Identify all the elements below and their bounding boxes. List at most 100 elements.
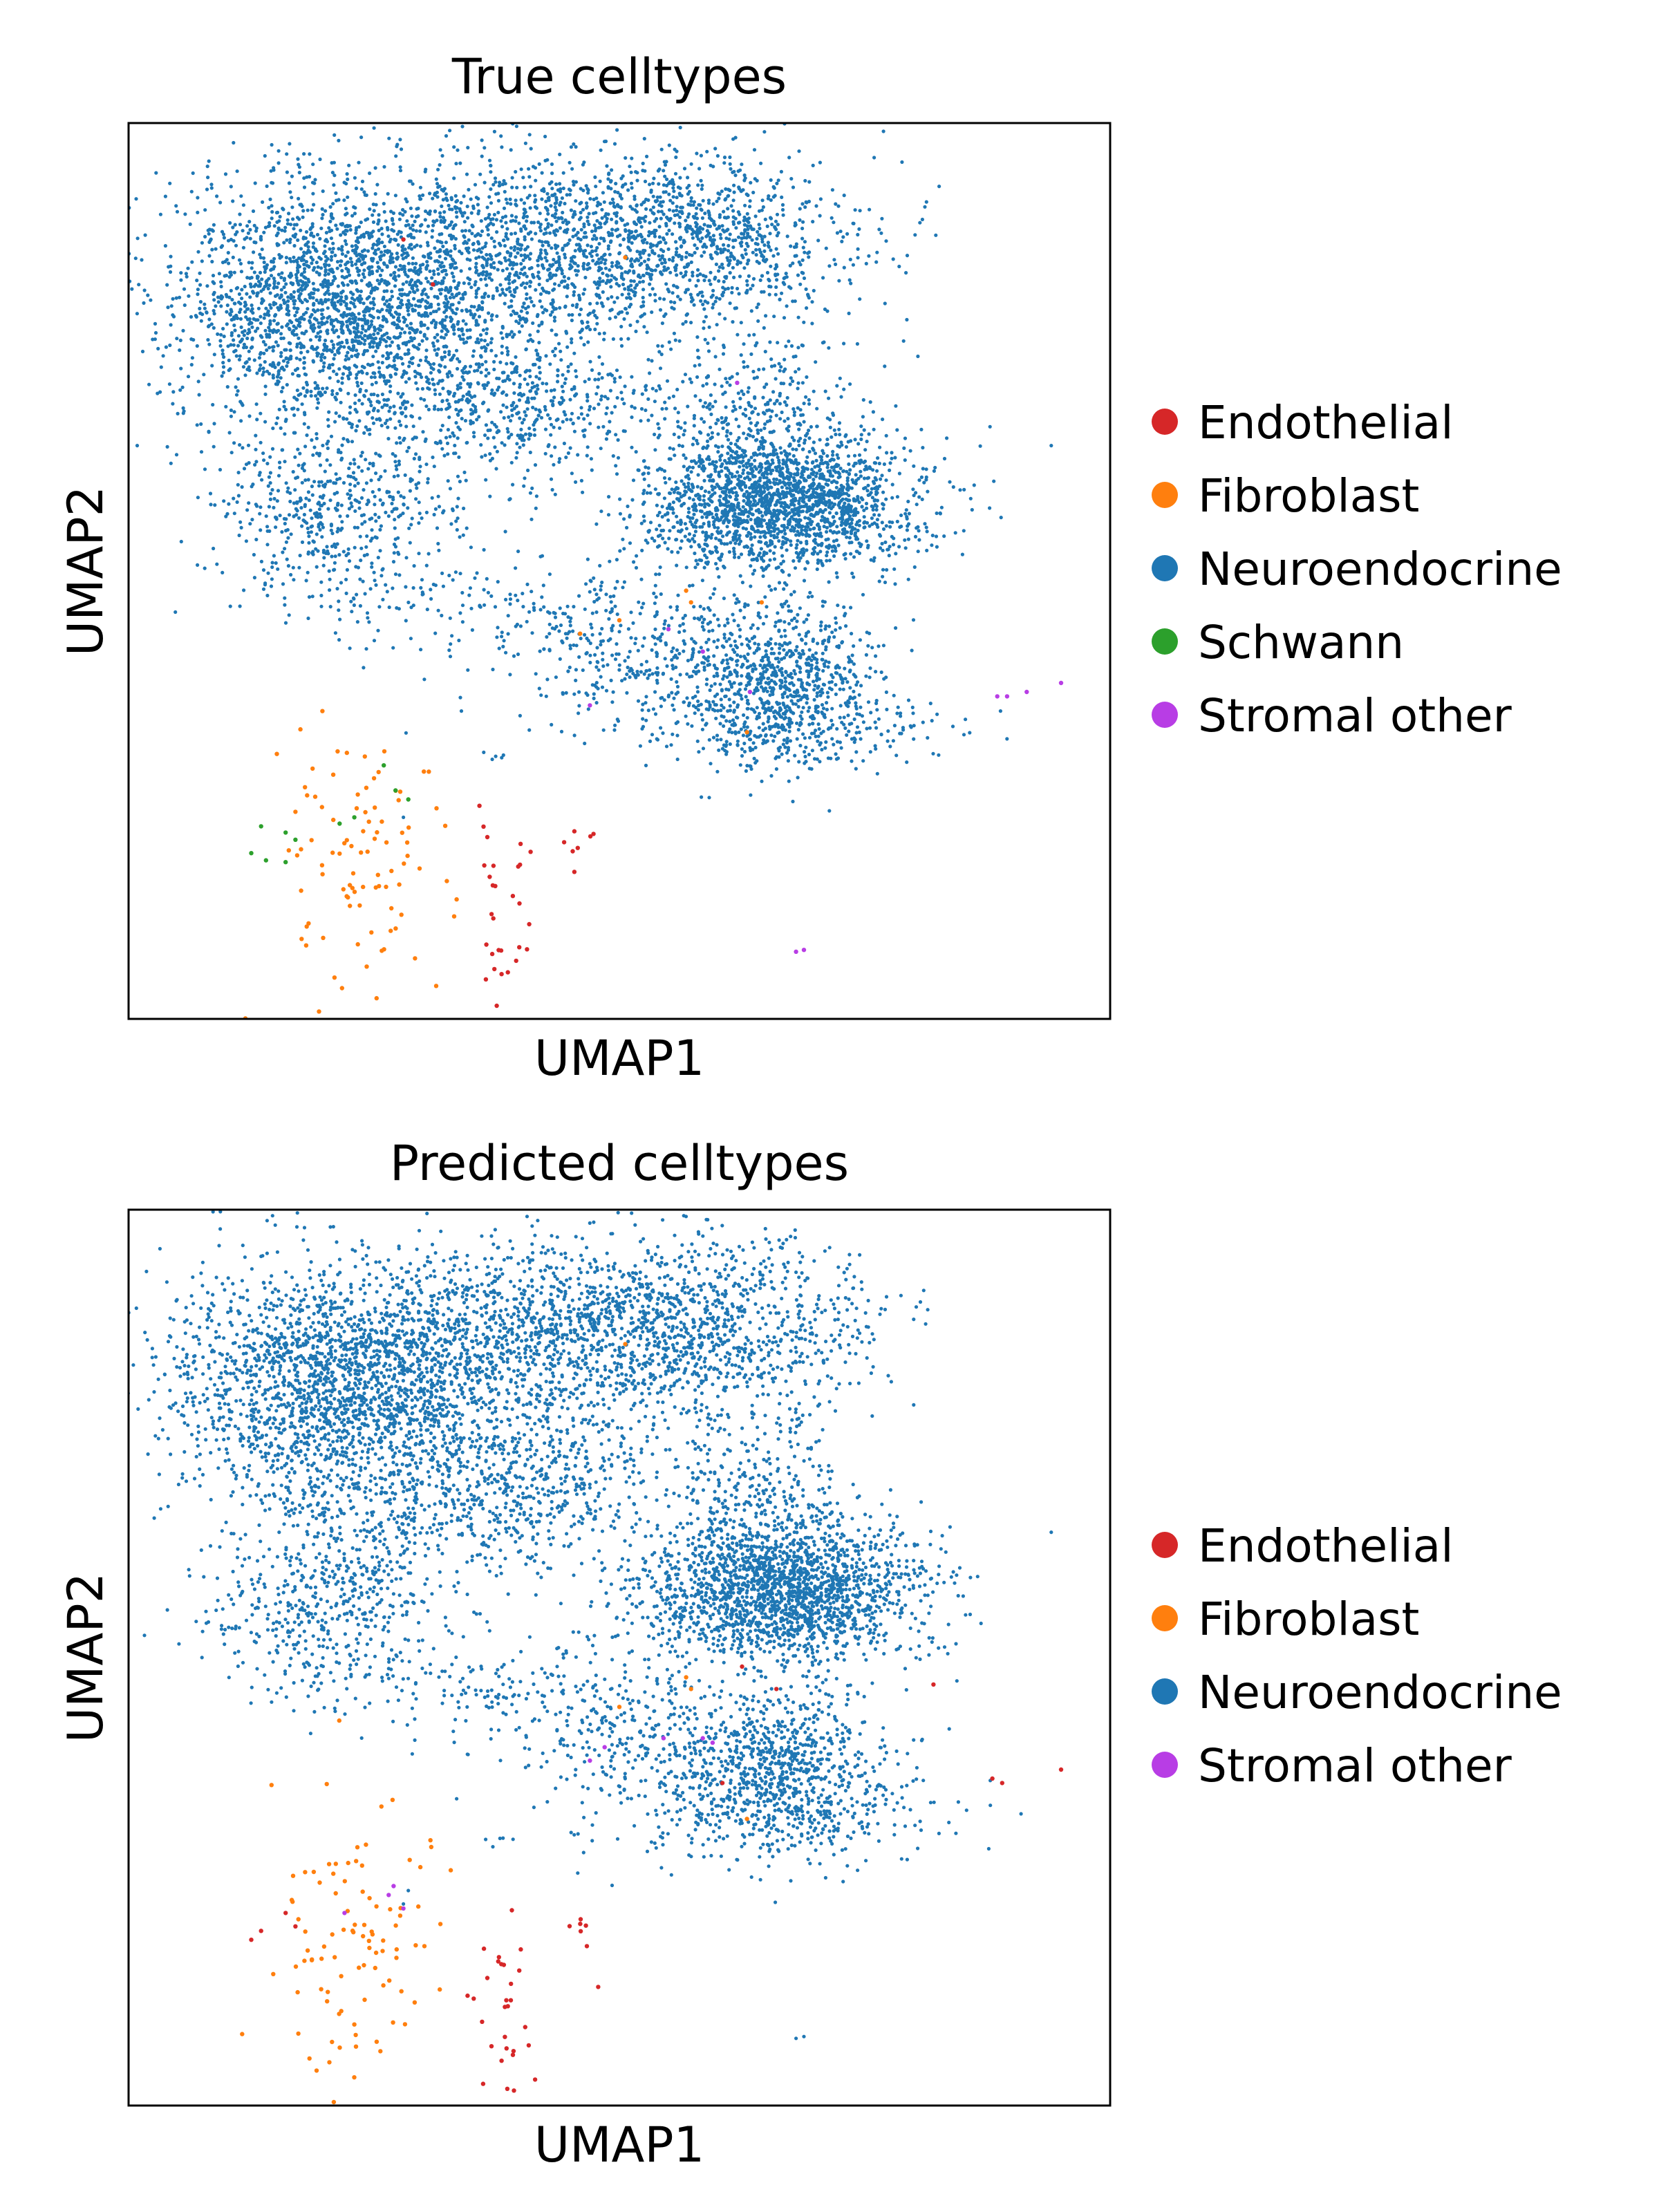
data-point: [560, 395, 564, 400]
data-point: [545, 389, 549, 393]
data-point: [339, 295, 344, 299]
data-point: [282, 241, 286, 245]
data-point: [545, 290, 549, 294]
data-point: [520, 243, 524, 247]
data-point: [536, 329, 540, 333]
data-point: [350, 354, 354, 359]
data-point: [428, 191, 432, 196]
data-point: [627, 229, 631, 233]
data-point: [225, 385, 229, 389]
data-point: [471, 242, 475, 246]
data-point: [719, 236, 723, 241]
data-point: [570, 471, 574, 476]
data-point: [479, 219, 483, 223]
data-point: [300, 288, 304, 292]
data-point: [415, 288, 420, 292]
data-point: [512, 332, 516, 337]
data-point: [660, 321, 665, 326]
data-point: [410, 235, 414, 239]
data-point: [200, 241, 204, 245]
data-point: [426, 224, 431, 228]
data-point: [215, 562, 219, 566]
data-point: [220, 244, 225, 248]
data-point: [393, 284, 397, 288]
data-point: [522, 265, 527, 270]
data-point: [503, 189, 507, 194]
data-point: [702, 250, 706, 254]
data-point: [736, 210, 740, 214]
data-point: [558, 426, 562, 430]
data-point: [324, 338, 328, 343]
data-point: [491, 435, 496, 440]
data-point: [483, 453, 487, 458]
data-point: [225, 303, 229, 308]
data-point: [471, 204, 476, 208]
data-point: [337, 247, 341, 251]
data-point: [582, 267, 586, 271]
data-point: [456, 366, 460, 371]
data-point: [287, 212, 291, 216]
data-point: [768, 232, 772, 236]
data-point: [663, 163, 668, 167]
data-point: [282, 404, 286, 409]
data-point: [789, 344, 794, 348]
data-point: [375, 393, 380, 397]
data-point: [409, 280, 413, 284]
data-point: [670, 181, 674, 185]
data-point: [341, 437, 346, 441]
data-point: [551, 298, 555, 302]
data-point: [406, 261, 411, 265]
data-point: [429, 371, 433, 375]
data-point: [751, 283, 755, 288]
data-point: [489, 164, 493, 168]
data-point: [600, 376, 604, 380]
data-point: [723, 275, 727, 279]
data-point: [559, 349, 563, 353]
data-point: [283, 348, 287, 352]
data-point: [312, 234, 316, 238]
data-point: [747, 221, 751, 225]
data-point: [770, 223, 774, 227]
data-point: [469, 211, 474, 215]
data-point: [473, 404, 478, 409]
data-point: [287, 274, 291, 278]
data-point: [337, 350, 341, 355]
data-point: [639, 256, 643, 260]
data-point: [372, 297, 376, 301]
data-point: [366, 335, 371, 339]
data-point: [537, 276, 541, 281]
data-point: [496, 198, 501, 203]
data-point: [232, 343, 236, 347]
data-point: [728, 301, 732, 306]
data-point: [698, 272, 702, 276]
data-point: [415, 279, 420, 283]
data-point: [532, 423, 536, 427]
data-point: [545, 207, 550, 212]
data-point: [491, 223, 496, 227]
data-point: [373, 288, 377, 292]
data-point: [445, 288, 449, 292]
data-point: [250, 307, 254, 311]
data-point: [296, 447, 300, 451]
data-point: [423, 218, 427, 222]
data-point: [758, 226, 762, 231]
data-point: [740, 236, 744, 241]
data-point: [476, 382, 480, 386]
data-point: [509, 433, 514, 437]
data-point: [353, 484, 357, 488]
data-point: [529, 185, 533, 189]
data-point: [386, 353, 391, 357]
data-point: [411, 344, 415, 348]
data-point: [781, 213, 785, 217]
data-point: [646, 257, 650, 261]
data-point: [553, 243, 558, 247]
data-point: [373, 166, 377, 170]
data-point: [372, 325, 377, 330]
data-point: [444, 241, 449, 245]
data-point: [439, 428, 443, 432]
data-point: [713, 276, 717, 281]
data-point: [340, 222, 345, 226]
data-point: [679, 255, 684, 259]
data-point: [547, 274, 552, 278]
data-point: [601, 236, 606, 241]
